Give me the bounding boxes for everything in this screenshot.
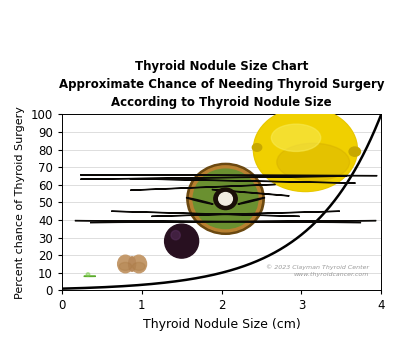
Ellipse shape — [187, 163, 264, 234]
Ellipse shape — [119, 262, 132, 271]
Ellipse shape — [271, 124, 321, 152]
Ellipse shape — [130, 179, 356, 183]
Ellipse shape — [80, 176, 347, 179]
Text: © 2023 Clayman Thyroid Center: © 2023 Clayman Thyroid Center — [266, 265, 369, 270]
Ellipse shape — [171, 230, 180, 240]
Ellipse shape — [219, 193, 232, 205]
Ellipse shape — [132, 262, 145, 271]
Ellipse shape — [252, 144, 262, 151]
Ellipse shape — [193, 169, 258, 229]
Ellipse shape — [212, 190, 289, 196]
X-axis label: Thyroid Nodule Size (cm): Thyroid Nodule Size (cm) — [143, 318, 300, 331]
Ellipse shape — [80, 175, 377, 176]
Ellipse shape — [253, 108, 357, 192]
Ellipse shape — [190, 166, 262, 232]
Text: www.thyroidcancer.com: www.thyroidcancer.com — [294, 272, 369, 277]
Ellipse shape — [255, 109, 356, 191]
Ellipse shape — [131, 255, 146, 273]
Ellipse shape — [165, 224, 199, 258]
Ellipse shape — [238, 198, 265, 204]
Ellipse shape — [349, 147, 360, 156]
Ellipse shape — [130, 184, 276, 190]
Ellipse shape — [129, 257, 136, 271]
Ellipse shape — [118, 255, 133, 273]
Ellipse shape — [75, 221, 361, 222]
Ellipse shape — [186, 198, 213, 204]
Ellipse shape — [152, 211, 340, 216]
Ellipse shape — [277, 143, 350, 181]
Title: Thyroid Nodule Size Chart
Approximate Chance of Needing Thyroid Surgery
Accordin: Thyroid Nodule Size Chart Approximate Ch… — [59, 60, 384, 109]
Ellipse shape — [86, 273, 90, 276]
Ellipse shape — [90, 221, 376, 222]
Y-axis label: Percent chance of Thyroid Surgery: Percent chance of Thyroid Surgery — [15, 106, 25, 299]
Ellipse shape — [111, 211, 300, 216]
Ellipse shape — [214, 188, 237, 210]
